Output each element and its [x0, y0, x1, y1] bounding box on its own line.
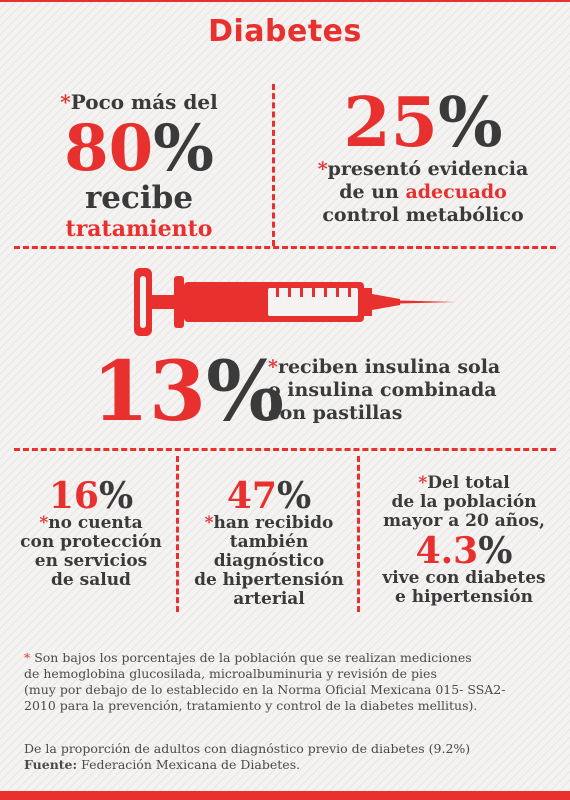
stat-insulin-line3: con pastillas [268, 402, 403, 424]
stat-coverage-line3: en servicios [34, 551, 148, 571]
stat-coverage-value: 16% [48, 475, 134, 517]
stat-hypertension-line4: de hipertensión [194, 570, 344, 590]
divider-bottom-vertical-1 [176, 456, 179, 612]
stat-insulin-text: *reciben insulina sola o insulina combin… [268, 356, 500, 425]
stat-dh-line1: *Del total [418, 473, 510, 493]
source-label: Fuente: [24, 757, 78, 772]
bottom-border [0, 791, 570, 800]
stat-hypertension-line3: diagnóstico [213, 551, 325, 571]
stat-hypertension-line1: *han recibido [204, 513, 334, 533]
stat-treatment: *Poco más del 80% recibe tratamiento [20, 90, 258, 242]
footnote-line4: 2010 para la prevención, tratamiento y c… [24, 698, 478, 713]
stat-metabolic-line1: *presentó evidencia [317, 158, 529, 180]
stat-no-health-coverage: 16% *no cuenta con protección en servici… [12, 478, 170, 590]
stat-insulin-value: 13% [92, 344, 285, 440]
stat-metabolic-line3: control metabólico [322, 204, 524, 226]
divider-horizontal-1 [14, 246, 556, 249]
stat-diabetes-hypertension: *Del total de la población mayor a 20 añ… [366, 474, 562, 607]
stat-dh-line5: e hipertensión [395, 587, 533, 607]
stat-hypertension-line5: arterial [233, 589, 305, 609]
footnote-line2: de hemoglobina glucosilada, microalbumin… [24, 666, 437, 681]
stat-hypertension-diagnosis: 47% *han recibido también diagnóstico de… [186, 478, 352, 609]
source-line2: Fuente: Federación Mexicana de Diabetes. [24, 757, 554, 773]
stat-metabolic-line2: de un adecuado [339, 181, 507, 203]
stat-coverage-line2: con protección [20, 532, 162, 552]
footnote: * Son bajos los porcentajes de la poblac… [24, 650, 554, 714]
stat-treatment-noun: tratamiento [65, 216, 213, 242]
divider-top-vertical [272, 84, 275, 246]
stat-hypertension-value: 47% [226, 475, 312, 517]
stat-metabolic-value: 25% [343, 83, 503, 163]
footnote-line3: (muy por debajo de lo establecido en la … [24, 682, 506, 697]
stat-dh-line4: vive con diabetes [382, 568, 546, 588]
page-title: Diabetes [208, 14, 362, 49]
source-text: Federación Mexicana de Diabetes. [77, 757, 301, 772]
divider-horizontal-2 [14, 448, 556, 451]
stat-treatment-verb: recibe [84, 180, 194, 216]
source-note: De la proporción de adultos con diagnóst… [24, 741, 554, 773]
stat-coverage-line1: *no cuenta [39, 513, 143, 533]
stat-dh-value: 4.3% [415, 530, 513, 572]
stat-coverage-line4: de salud [51, 570, 131, 590]
top-border [0, 0, 570, 2]
stat-metabolic-control: 25% *presentó evidencia de un adecuado c… [292, 88, 554, 227]
stat-treatment-value: 80% [64, 111, 214, 186]
stat-hypertension-line2: también [229, 532, 309, 552]
footnote-line1: * Son bajos los porcentajes de la poblac… [24, 650, 472, 665]
stat-insulin-line1: *reciben insulina sola [268, 356, 501, 378]
syringe-icon [134, 268, 456, 336]
stat-dh-line3: mayor a 20 años, [383, 511, 545, 531]
stat-treatment-intro: *Poco más del [60, 90, 218, 114]
stat-insulin-line2: o insulina combinada [268, 379, 497, 401]
stat-dh-line2: de la población [391, 492, 537, 512]
source-line1: De la proporción de adultos con diagnóst… [24, 741, 471, 756]
divider-bottom-vertical-2 [357, 456, 360, 612]
